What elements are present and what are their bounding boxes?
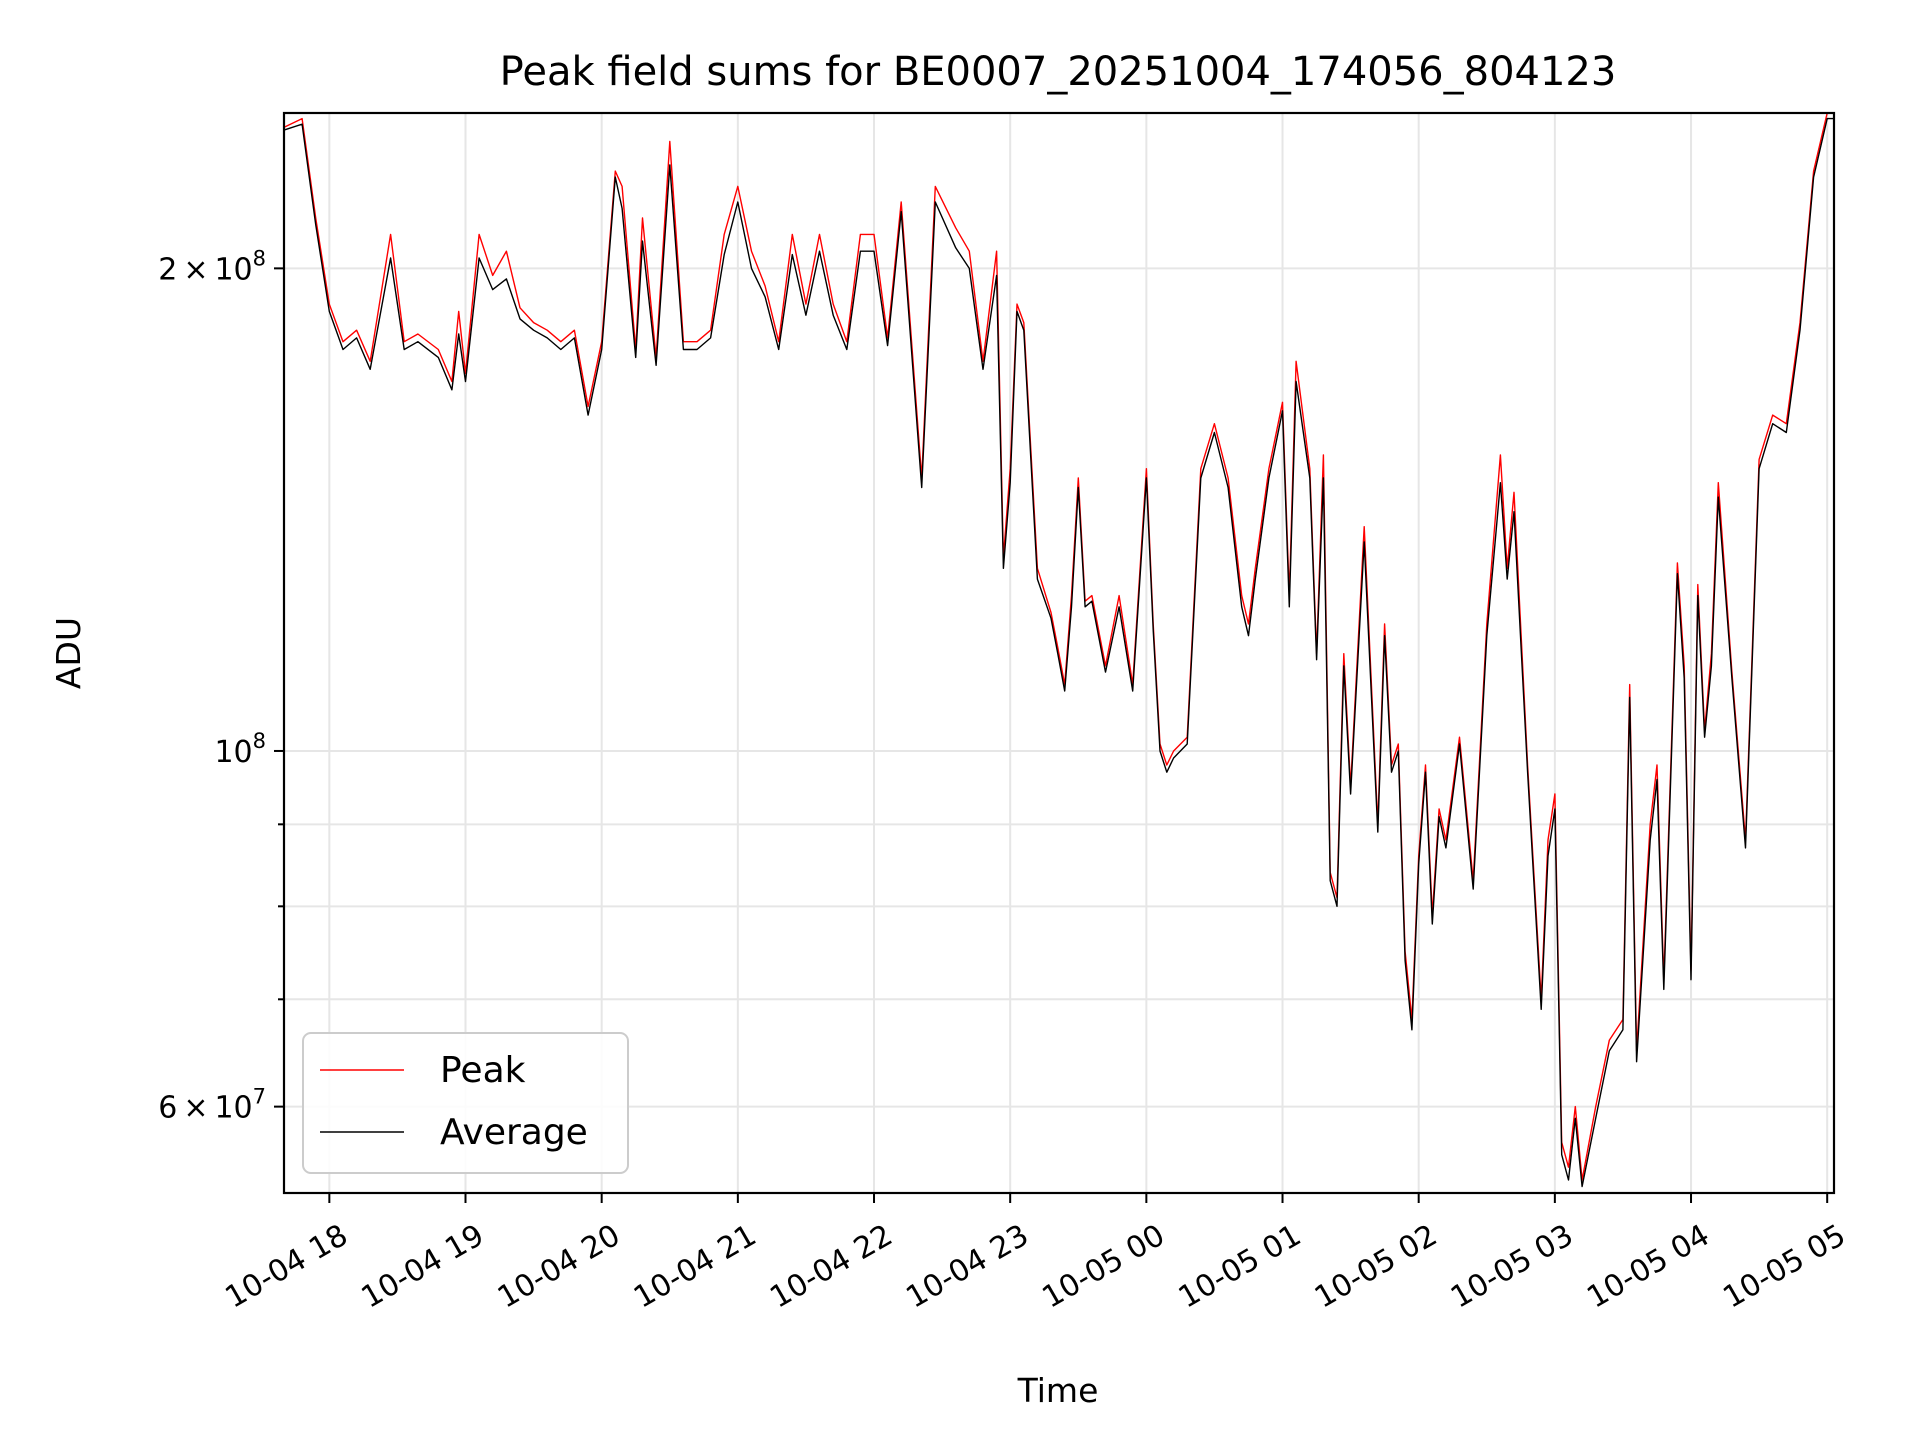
y-tick-label: 6 × 107 [158,1085,266,1126]
series-layer [284,112,1834,1188]
series-line-average [284,117,1834,1188]
legend-box [302,1032,629,1174]
plot-frame [282,111,1836,1195]
legend-peak-label: Peak [440,1050,526,1091]
grid [284,113,1834,1193]
y-tick-label: 108 [214,729,266,770]
y-axis-label: ADU [49,617,88,689]
legend-average-label: Average [440,1112,588,1153]
x-axis-label: Time [1017,1371,1099,1410]
y-tick-label: 2 × 108 [158,246,266,287]
chart-title: Peak field sums for BE0007_20251004_1740… [500,49,1617,95]
legend: Peak Average [302,1032,629,1174]
